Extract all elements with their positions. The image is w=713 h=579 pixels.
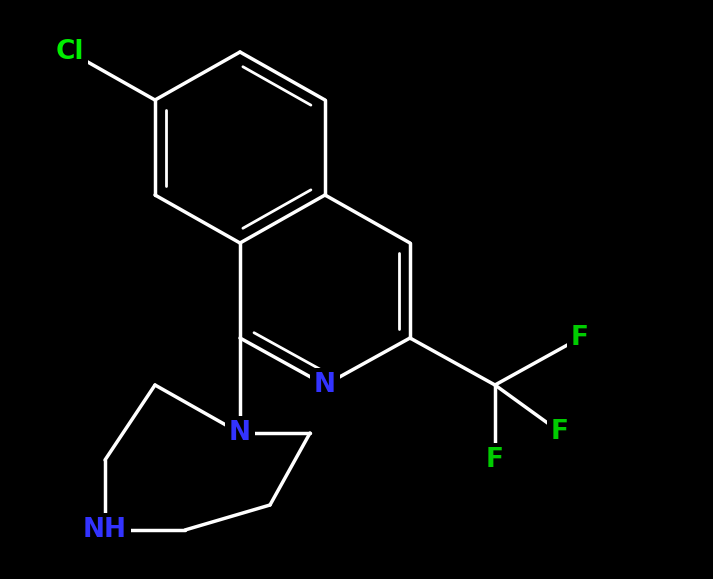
Text: F: F bbox=[486, 447, 504, 473]
Text: F: F bbox=[551, 419, 569, 445]
Text: F: F bbox=[571, 325, 589, 351]
Text: NH: NH bbox=[83, 517, 127, 543]
Text: N: N bbox=[314, 372, 336, 398]
Text: Cl: Cl bbox=[56, 39, 84, 65]
Text: N: N bbox=[229, 420, 251, 446]
